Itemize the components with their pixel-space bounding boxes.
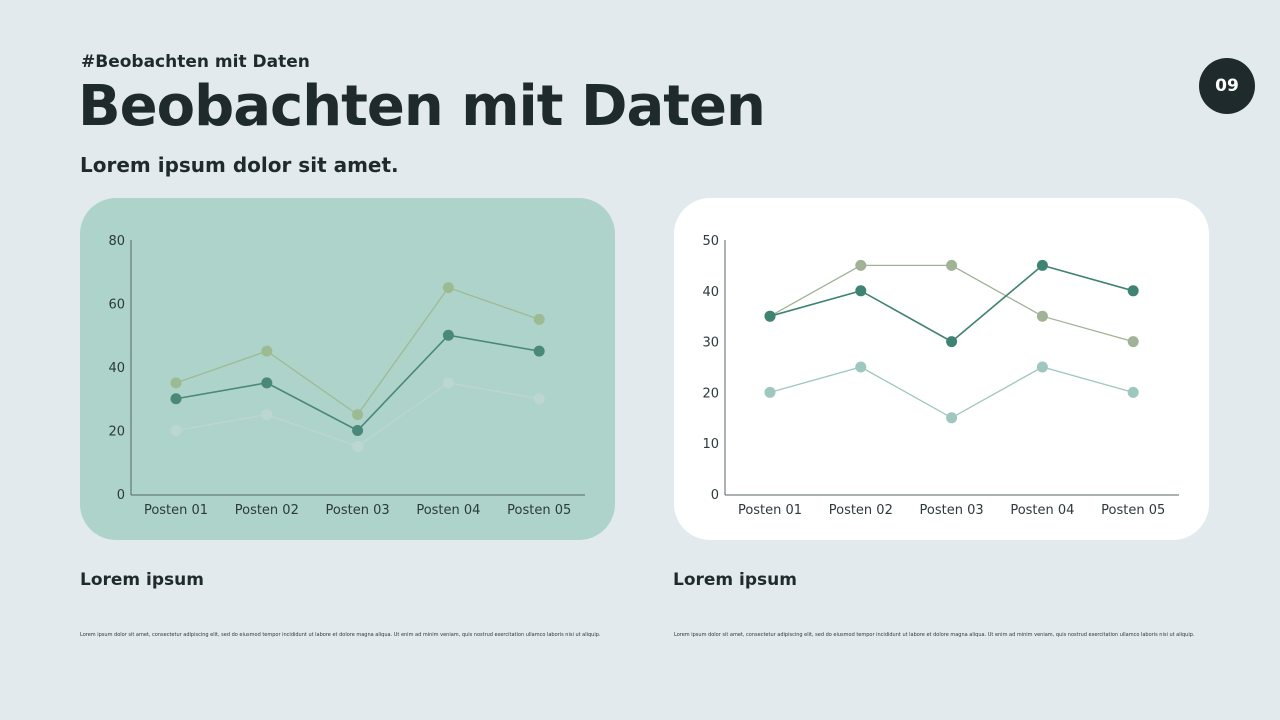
series-line — [769, 366, 1134, 419]
y-tick-label: 10 — [702, 437, 719, 452]
x-tick-label: Posten 04 — [416, 503, 480, 518]
y-tick-label: 40 — [702, 285, 719, 300]
y-tick-label: 60 — [108, 298, 125, 313]
y-tick-label: 0 — [711, 488, 719, 503]
page-subtitle: Lorem ipsum dolor sit amet. — [80, 153, 399, 177]
x-tick-label: Posten 02 — [829, 503, 893, 518]
data-point — [533, 313, 545, 325]
data-point — [1127, 336, 1139, 348]
data-point — [1036, 361, 1048, 373]
data-point — [855, 259, 867, 271]
data-point — [261, 377, 273, 389]
data-point — [352, 440, 364, 452]
y-tick-label: 50 — [702, 234, 719, 249]
caption-text-1: Lorem ipsum dolor sit amet, consectetur … — [80, 632, 601, 638]
x-tick-label: Posten 03 — [920, 503, 984, 518]
data-point — [533, 345, 545, 357]
data-point — [855, 285, 867, 297]
data-point — [442, 329, 454, 341]
page-title: Beobachten mit Daten — [78, 74, 766, 139]
data-point — [352, 425, 364, 436]
chart-card-2 — [674, 198, 1209, 540]
data-point — [261, 345, 273, 357]
series-line — [769, 264, 1134, 343]
data-point — [946, 336, 958, 348]
data-point — [855, 361, 867, 373]
data-point — [1127, 386, 1139, 398]
data-point — [946, 412, 958, 424]
data-point — [261, 409, 273, 421]
data-point — [764, 310, 776, 322]
x-tick-label: Posten 02 — [235, 503, 299, 518]
data-point — [764, 386, 776, 398]
x-tick-label: Posten 05 — [1101, 503, 1165, 518]
x-tick-label: Posten 01 — [738, 503, 802, 518]
y-tick-label: 0 — [117, 488, 125, 503]
y-tick-label: 80 — [108, 234, 125, 249]
data-point — [170, 393, 182, 405]
hashtag-label: #Beobachten mit Daten — [81, 52, 310, 72]
page-number-badge: 09 — [1199, 58, 1255, 114]
chart-card-1 — [80, 198, 615, 540]
data-point — [1036, 310, 1048, 322]
caption-text-2: Lorem ipsum dolor sit amet, consectetur … — [674, 632, 1195, 638]
data-point — [1036, 259, 1048, 271]
series-line — [769, 264, 1134, 343]
y-tick-label: 40 — [108, 361, 125, 376]
data-point — [533, 393, 545, 405]
series-line — [175, 286, 540, 416]
x-tick-label: Posten 05 — [507, 503, 571, 518]
data-point — [442, 282, 454, 294]
data-point — [170, 425, 182, 436]
y-tick-label: 20 — [108, 425, 125, 440]
caption-title-2: Lorem ipsum — [673, 570, 797, 590]
x-tick-label: Posten 01 — [144, 503, 208, 518]
y-tick-label: 20 — [702, 386, 719, 401]
data-point — [352, 409, 364, 421]
data-point — [1127, 285, 1139, 297]
x-tick-label: Posten 03 — [326, 503, 390, 518]
x-tick-label: Posten 04 — [1010, 503, 1074, 518]
data-point — [170, 377, 182, 389]
data-point — [946, 259, 958, 271]
caption-title-1: Lorem ipsum — [80, 570, 204, 590]
y-tick-label: 30 — [702, 336, 719, 351]
data-point — [442, 377, 454, 389]
